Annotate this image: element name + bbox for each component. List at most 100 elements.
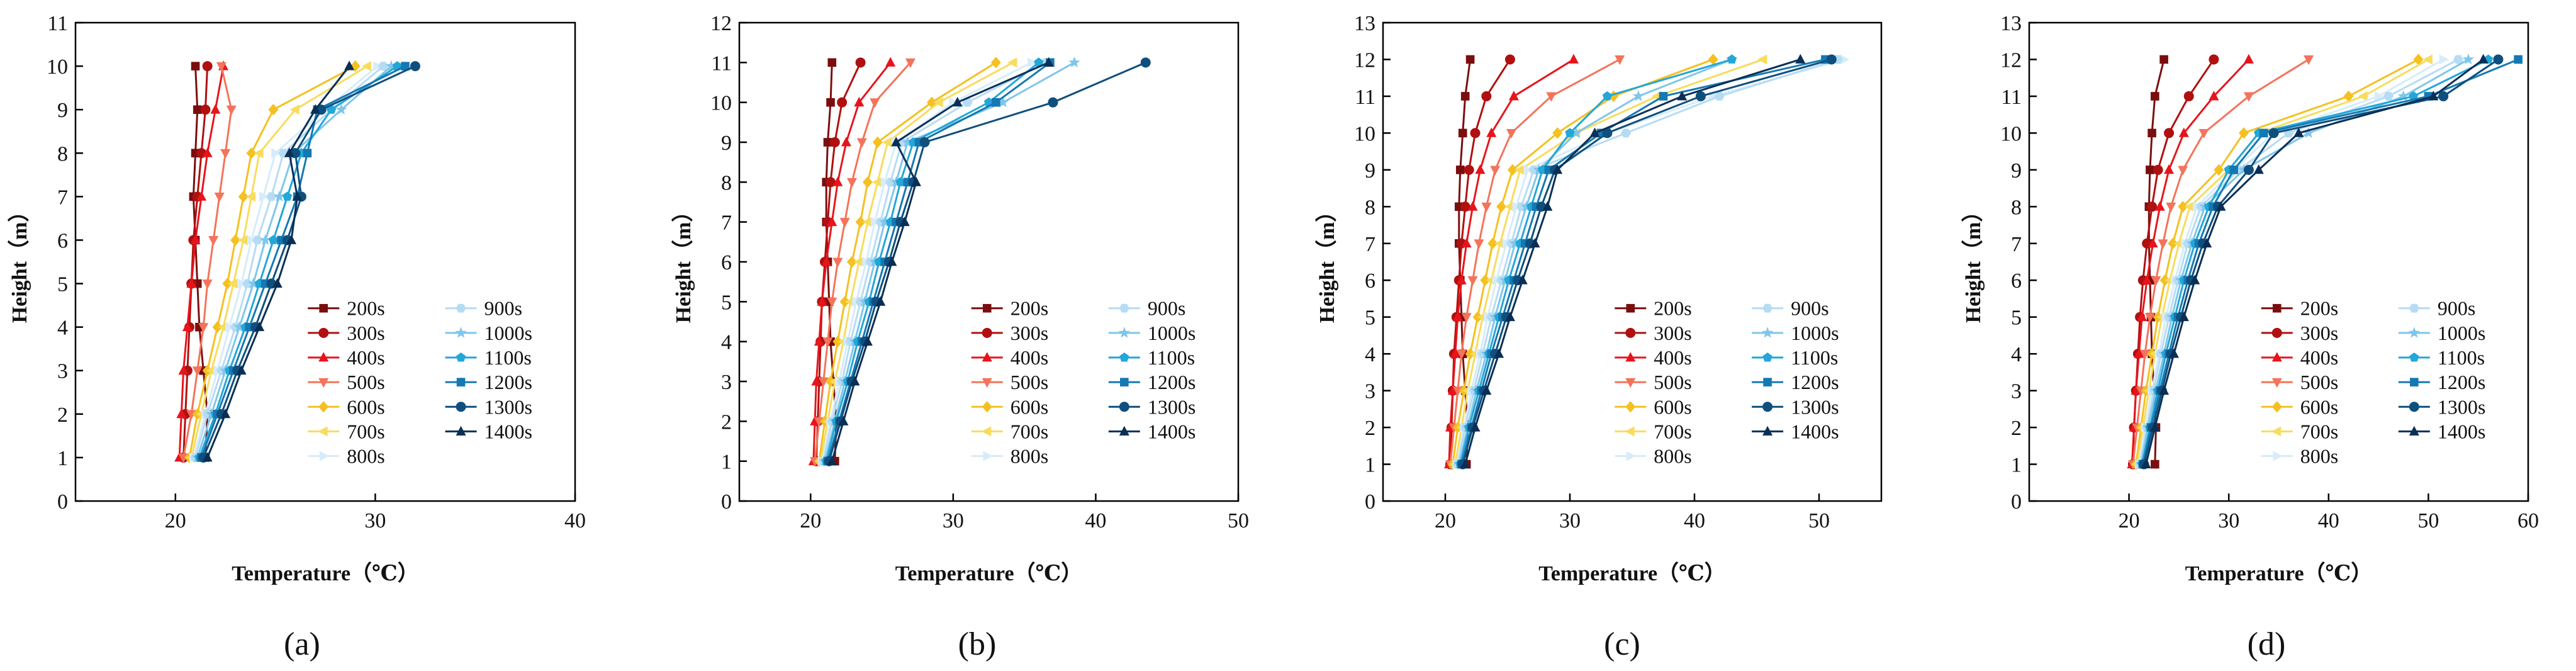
x-tick-label: 40 [1684, 509, 1705, 533]
legend-label: 500s [347, 371, 384, 393]
legend-marker [2273, 451, 2283, 461]
data-point [1632, 90, 1645, 101]
data-point [2164, 164, 2175, 174]
y-axis-title: Height（m） [1314, 201, 1339, 324]
legend-marker [1762, 426, 1773, 436]
y-tick-label: 2 [1365, 417, 1375, 440]
y-tick-label: 0 [721, 490, 732, 514]
data-point [839, 218, 850, 228]
y-tick-label: 11 [1355, 86, 1375, 109]
series-line [2142, 59, 2519, 465]
y-tick-label: 11 [2001, 86, 2022, 109]
data-point [2198, 128, 2209, 139]
legend-label: 1400s [2438, 420, 2485, 443]
data-point [1461, 313, 1472, 323]
legend-label: 1100s [2438, 346, 2485, 369]
x-tick-label: 30 [2218, 509, 2239, 533]
legend-label: 700s [2300, 420, 2338, 443]
legend-label: 1000s [1791, 322, 1839, 344]
data-point [1552, 127, 1563, 139]
legend-label: 600s [2300, 395, 2338, 418]
legend-marker [319, 451, 330, 461]
data-point [2413, 54, 2424, 65]
data-point [2158, 239, 2168, 249]
legend-marker [2408, 327, 2420, 338]
data-point [1542, 201, 1553, 211]
legend-label: 900s [1791, 297, 1828, 320]
data-point [198, 323, 209, 333]
panel-label: (c) [1604, 626, 1640, 662]
legend-marker [1625, 401, 1636, 413]
legend-marker [318, 401, 329, 413]
y-tick-label: 6 [57, 229, 68, 252]
legend-label: 1200s [1791, 371, 1839, 393]
data-point [846, 178, 857, 188]
data-point [1007, 57, 1017, 68]
data-point [2144, 313, 2155, 323]
legend-marker [1762, 402, 1773, 412]
legend-label: 1100s [1791, 346, 1838, 369]
chart-panel: 20 30 40 500123456789101112Temperature（℃）He… [671, 12, 1249, 662]
data-point [247, 235, 257, 245]
data-point [238, 191, 249, 203]
data-point [1515, 164, 1525, 175]
data-point [1456, 349, 1467, 359]
data-point [271, 148, 281, 159]
data-point [254, 148, 264, 159]
x-tick-label: 40 [2318, 509, 2339, 533]
data-point [202, 452, 213, 462]
data-point [822, 337, 833, 347]
data-point [818, 377, 829, 387]
x-axis-title: Temperature（℃） [232, 561, 419, 585]
data-point [401, 62, 410, 70]
legend-marker [318, 378, 329, 388]
data-point [2137, 311, 2148, 322]
y-tick-label: 12 [710, 12, 732, 35]
data-point [1461, 237, 1472, 248]
data-point [2343, 90, 2354, 103]
legend-label: 800s [2300, 445, 2338, 468]
data-point [286, 234, 297, 244]
data-point [1517, 274, 1528, 285]
data-point [2168, 237, 2178, 249]
legend-label: 400s [1011, 346, 1048, 369]
data-point [862, 217, 872, 227]
data-point [1546, 92, 1557, 102]
data-point [1496, 201, 1507, 213]
y-tick-label: 6 [1365, 269, 1375, 293]
data-point [1450, 348, 1460, 358]
y-tick-label: 5 [1365, 307, 1375, 330]
data-point [2358, 91, 2368, 101]
y-tick-label: 7 [57, 186, 68, 209]
data-point [1034, 57, 1044, 67]
series-line [2132, 59, 2309, 465]
data-point [1565, 128, 1575, 137]
data-point [2453, 55, 2463, 64]
legend-marker [1763, 378, 1772, 386]
series-line [2137, 59, 2444, 465]
y-tick-label: 1 [57, 447, 68, 470]
data-point [1504, 201, 1515, 212]
series-line [200, 65, 406, 458]
legend-marker [456, 378, 466, 386]
data-point [233, 321, 245, 332]
data-point [1523, 164, 1533, 175]
data-point [220, 409, 231, 419]
panel-label: (b) [958, 626, 997, 662]
series-line [2141, 59, 2489, 465]
series-line [198, 65, 398, 458]
data-point [1494, 348, 1504, 358]
data-point [2146, 166, 2154, 174]
y-tick-label: 8 [721, 171, 732, 195]
data-point [887, 256, 897, 266]
data-point [2178, 127, 2189, 137]
y-tick-label: 7 [721, 211, 732, 235]
y-tick-label: 8 [2011, 196, 2022, 219]
data-point [885, 178, 896, 187]
data-point [2190, 274, 2200, 285]
data-point [2397, 90, 2409, 101]
legend-marker [2271, 352, 2282, 362]
legend-marker [1625, 352, 1636, 362]
data-point [303, 149, 312, 158]
data-point [905, 58, 916, 69]
